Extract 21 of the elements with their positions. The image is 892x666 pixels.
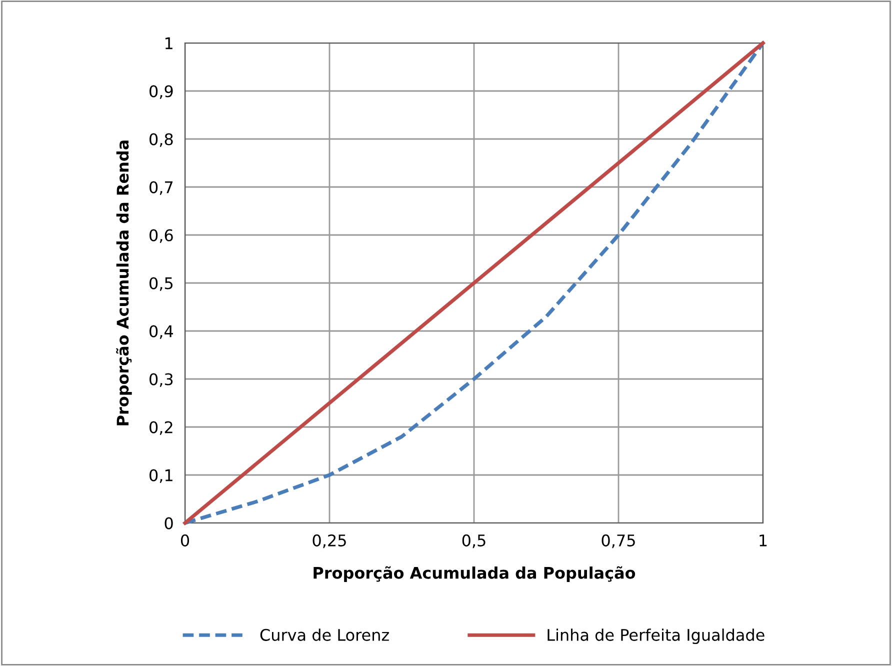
y-tick-label: 0 bbox=[164, 517, 173, 530]
y-tick-label: 0,3 bbox=[150, 373, 173, 387]
x-tick-label: 0,75 bbox=[602, 534, 635, 548]
y-tick-label: 0,5 bbox=[150, 277, 172, 291]
x-tick-label: 0,5 bbox=[462, 534, 486, 548]
x-tick-label: 0,25 bbox=[312, 534, 346, 548]
x-axis-title: Proporção Acumulada da População bbox=[314, 566, 636, 582]
y-tick-label: 0,8 bbox=[150, 133, 173, 147]
y-tick-label: 0,7 bbox=[150, 181, 173, 195]
y-axis-title: Proporção Acumulada da Renda bbox=[116, 140, 132, 426]
line-series bbox=[183, 41, 765, 525]
y-tick-label: 0,9 bbox=[150, 85, 173, 99]
legend-label: Curva de Lorenz bbox=[260, 628, 389, 641]
y-tick-label: 0,2 bbox=[150, 421, 172, 435]
legend-label: Linha de Perfeita Igualdade bbox=[548, 628, 764, 644]
y-tick-label: 0,4 bbox=[150, 325, 173, 339]
y-tick-label: 1 bbox=[165, 37, 172, 50]
x-tick-label: 0 bbox=[180, 534, 190, 546]
x-tick-label: 1 bbox=[760, 534, 767, 546]
y-tick-label: 0,1 bbox=[150, 469, 172, 483]
y-tick-label: 0,6 bbox=[150, 229, 173, 243]
